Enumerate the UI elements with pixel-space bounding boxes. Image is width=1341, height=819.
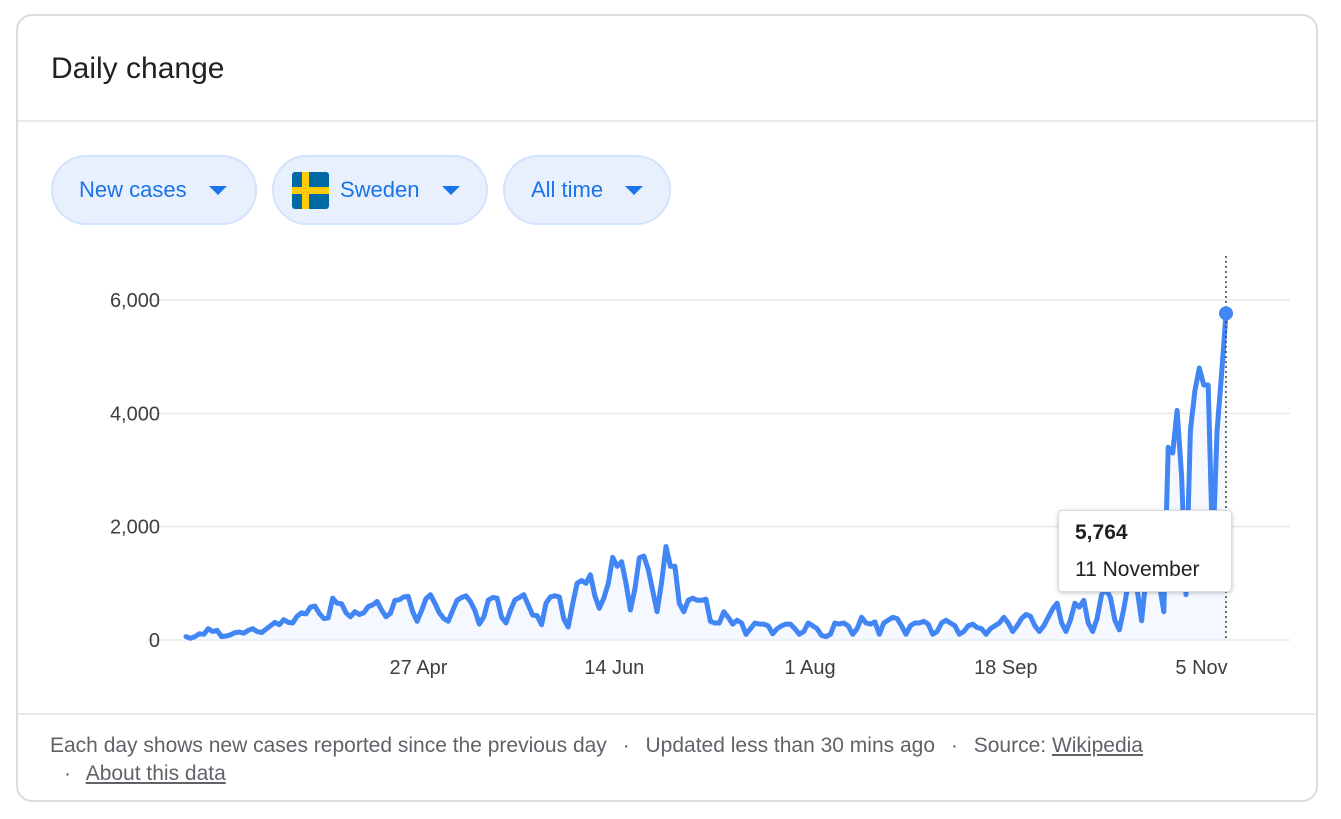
y-tick-label: 0	[149, 630, 160, 652]
caret-down-icon	[441, 185, 460, 195]
chart-footer: Each day shows new cases reported since …	[50, 732, 1300, 788]
footer-separator: ·	[622, 734, 630, 757]
chart-tooltip: 5,764 11 November	[1058, 510, 1232, 592]
metric-dropdown[interactable]: New cases	[51, 155, 257, 225]
caret-down-icon	[208, 185, 227, 195]
country-dropdown-label: Sweden	[340, 177, 420, 202]
x-tick-label: 18 Sep	[974, 657, 1037, 679]
sweden-flag-icon	[292, 171, 329, 209]
tooltip-value: 5,764	[1075, 521, 1128, 544]
tooltip-date: 11 November	[1075, 558, 1200, 581]
y-tick-label: 2,000	[110, 517, 160, 539]
x-tick-label: 1 Aug	[784, 657, 835, 679]
card-title: Daily change	[51, 52, 225, 85]
highlight-point	[1219, 306, 1233, 321]
caret-down-icon	[625, 185, 644, 195]
footer-divider	[18, 713, 1316, 715]
footer-source-label: Source:	[973, 734, 1047, 757]
x-tick-label: 5 Nov	[1175, 657, 1227, 679]
footer-description: Each day shows new cases reported since …	[50, 734, 607, 757]
daily-change-card: Daily change New cases Sweden All time	[16, 14, 1318, 802]
country-dropdown[interactable]: Sweden	[272, 155, 488, 225]
y-tick-label: 6,000	[110, 290, 160, 312]
footer-updated: Updated less than 30 mins ago	[645, 734, 936, 757]
wikipedia-source-link[interactable]: Wikipedia	[1051, 734, 1143, 757]
time-range-dropdown-label: All time	[531, 177, 604, 202]
footer-separator: ·	[950, 734, 958, 757]
x-tick-label: 27 Apr	[390, 657, 448, 679]
footer-separator: ·	[64, 762, 71, 785]
header-divider	[18, 120, 1316, 122]
metric-dropdown-label: New cases	[79, 177, 187, 202]
x-tick-label: 14 Jun	[584, 657, 644, 679]
about-this-data-link[interactable]: About this data	[85, 762, 226, 785]
time-range-dropdown[interactable]: All time	[503, 155, 671, 225]
y-tick-label: 4,000	[110, 403, 160, 425]
series-line-new-cases	[183, 310, 1229, 641]
